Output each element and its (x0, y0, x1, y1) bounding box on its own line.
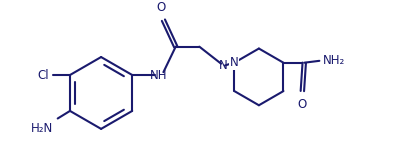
Text: H₂N: H₂N (31, 122, 53, 135)
Text: O: O (298, 98, 307, 111)
Text: Cl: Cl (38, 68, 49, 81)
Text: NH₂: NH₂ (323, 54, 345, 67)
Text: O: O (156, 1, 165, 14)
Text: N: N (230, 56, 239, 69)
Text: NH: NH (150, 68, 168, 81)
Text: N: N (219, 59, 227, 72)
